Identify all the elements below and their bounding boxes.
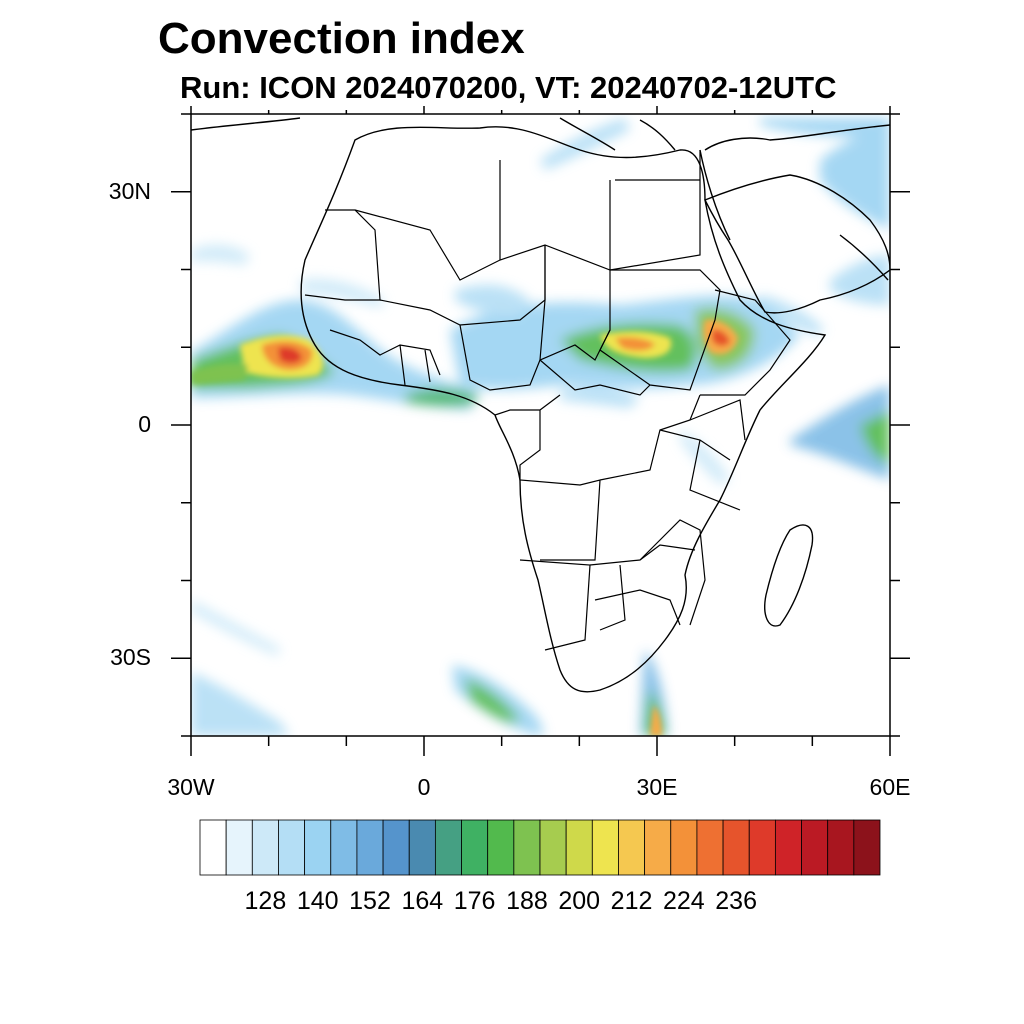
- border-southern: [519, 544, 696, 651]
- arabia-coastline: [704, 174, 890, 314]
- field-southwest-corner: [191, 672, 290, 736]
- lon-label: 30E: [636, 774, 678, 800]
- border-maghreb: [354, 150, 701, 281]
- lat-label: 30N: [108, 177, 151, 204]
- border-ethiopia: [700, 289, 791, 396]
- europe-south: [191, 117, 301, 131]
- levant: [704, 124, 890, 151]
- colorbar-box: [461, 819, 489, 876]
- field-atlantic-green-tongue: [191, 363, 248, 385]
- colorbar-label: 176: [453, 887, 496, 915]
- colorbar-box: [565, 819, 593, 876]
- colorbar-box: [774, 819, 802, 876]
- colorbar-label: 128: [244, 887, 287, 915]
- colorbar-label: 188: [506, 887, 548, 915]
- colorbar-box: [696, 819, 724, 876]
- colorbar-box: [748, 819, 776, 876]
- field-indian-ocean-green: [860, 410, 890, 465]
- lon-label: 60E: [869, 774, 911, 800]
- colorbar-box: [304, 819, 332, 876]
- field-guinea-coast-green: [405, 388, 480, 407]
- persian-gulf: [839, 234, 889, 281]
- field-ethiopia-red: [712, 329, 730, 346]
- colorbar-box: [251, 819, 279, 876]
- colorbar-box: [539, 819, 567, 876]
- axis-ticks: [171, 106, 910, 756]
- border-sahara-central: [499, 160, 700, 270]
- colorbar-box: [827, 819, 855, 876]
- border-west-africa: [329, 329, 441, 386]
- colorbar-box: [487, 819, 515, 876]
- colorbar-box: [199, 819, 227, 876]
- lat-label: 0: [138, 411, 151, 437]
- colorbar-box: [513, 819, 541, 876]
- map-subtitle: Run: ICON 2024070200, VT: 20240702-12UTC: [180, 70, 837, 105]
- field-guinea-red: [278, 347, 302, 364]
- colorbar-box: [356, 819, 384, 876]
- colorbar-label: 212: [610, 887, 653, 915]
- colorbar-box: [591, 819, 619, 876]
- border-mauritania: [304, 209, 381, 301]
- border-sudan: [599, 269, 721, 391]
- colorbar-box: [722, 819, 750, 876]
- colorbar-box: [382, 819, 410, 876]
- border-car: [539, 359, 651, 396]
- colorbar-label: 152: [349, 887, 391, 915]
- field-south-indian-orange: [650, 705, 662, 736]
- colorbar-label: 236: [715, 887, 757, 915]
- field-mediterranean: [540, 118, 630, 170]
- colorbar-box: [644, 819, 672, 876]
- lon-label: 30W: [167, 774, 215, 800]
- colorbar-label: 200: [558, 887, 601, 915]
- lat-label: 30S: [110, 644, 151, 671]
- field-sahel-north: [455, 284, 530, 316]
- colorbar-box: [434, 819, 462, 876]
- field-indian-ocean: [790, 385, 890, 480]
- colorbar-label: 140: [296, 887, 339, 915]
- field-black-sea: [760, 118, 890, 137]
- colorbar-box: [278, 819, 306, 876]
- field-mauritania: [300, 278, 385, 308]
- field-middle-east: [820, 128, 890, 230]
- coastlines: [191, 117, 890, 693]
- field-southwest-streak: [191, 600, 280, 656]
- field-congo-light: [560, 387, 640, 408]
- colorbar-box: [853, 819, 881, 876]
- lon-label: 0: [417, 774, 431, 800]
- field-gulf-aden: [760, 295, 825, 335]
- border-nigeria: [459, 324, 541, 391]
- madagascar: [764, 524, 814, 627]
- colorbar-box: [330, 819, 358, 876]
- colorbar-box: [801, 819, 829, 876]
- field-west-sahara: [191, 244, 250, 265]
- colorbar-label: 164: [401, 887, 444, 915]
- colorbar-box: [408, 819, 436, 876]
- border-zambia-moz: [639, 519, 706, 626]
- italy-greece: [559, 117, 676, 151]
- red-sea-west: [699, 149, 731, 241]
- field-kenya-light: [680, 430, 730, 485]
- country-borders: [304, 150, 791, 651]
- africa-coastline: [300, 126, 827, 693]
- field-arabia-east: [830, 255, 890, 305]
- colorbar-box: [225, 819, 253, 876]
- colorbar-label: 224: [662, 887, 705, 915]
- field-south-atlantic-green: [465, 678, 520, 723]
- colorbar-box: [618, 819, 646, 876]
- colorbar: [199, 819, 881, 876]
- border-east-africa: [659, 399, 746, 511]
- map-title: Convection index: [158, 14, 525, 63]
- field-sudan-orange: [615, 337, 655, 351]
- colorbar-box: [670, 819, 698, 876]
